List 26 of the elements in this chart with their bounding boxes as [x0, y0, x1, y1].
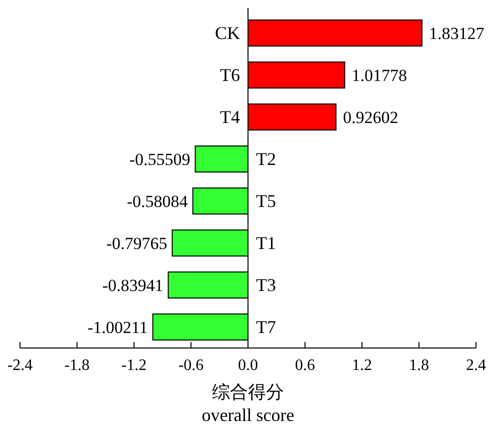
- x-tick-label: 2.4: [466, 357, 486, 374]
- x-tick-label: 1.8: [409, 357, 429, 374]
- x-tick-label: 0.0: [238, 357, 258, 374]
- y-tick-label: T3: [256, 275, 276, 295]
- data-label: -1.00211: [88, 318, 148, 337]
- data-label: -0.55509: [129, 150, 190, 169]
- data-label: 0.92602: [342, 108, 398, 127]
- y-tick-label: CK: [214, 23, 240, 43]
- data-label: -0.83941: [102, 276, 164, 295]
- x-tick-label: -1.8: [64, 357, 90, 374]
- x-axis-title: 综合得分 overall score: [202, 382, 294, 425]
- y-tick-label: T5: [256, 191, 276, 211]
- y-tick-label: T2: [256, 149, 276, 169]
- y-tick-label: T6: [220, 65, 240, 85]
- x-tick-label: -1.2: [121, 357, 147, 374]
- data-label: -0.58084: [126, 192, 188, 211]
- data-label: 1.83127: [428, 24, 485, 43]
- y-tick-label: T1: [256, 233, 276, 253]
- x-tick-label: -0.6: [178, 357, 204, 374]
- y-tick-label: T7: [256, 317, 276, 337]
- data-label: -0.79765: [106, 234, 168, 253]
- x-tick-label: 1.2: [352, 357, 372, 374]
- data-label: 1.01778: [352, 66, 407, 85]
- y-tick-label: T4: [220, 107, 240, 127]
- x-tick-label: -2.4: [7, 357, 33, 374]
- x-tick-label: 0.6: [295, 357, 315, 374]
